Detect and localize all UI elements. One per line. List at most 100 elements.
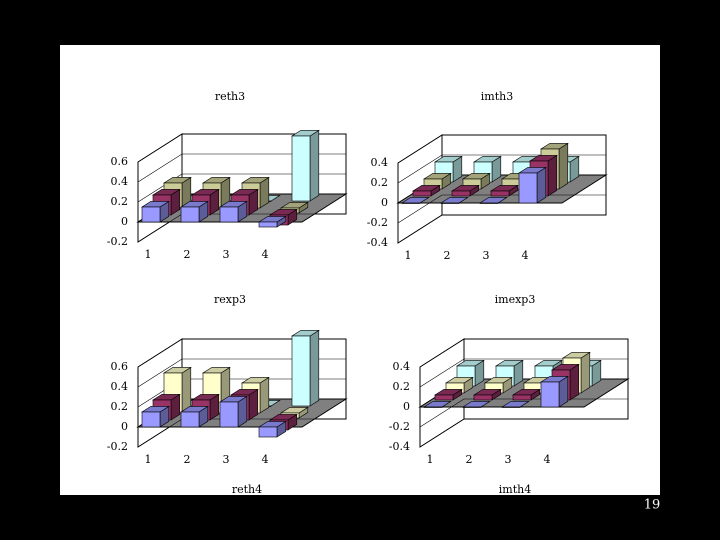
grid-line — [137, 358, 346, 388]
bar-side — [569, 363, 580, 401]
bar-front — [141, 206, 161, 223]
bar-front — [180, 206, 200, 223]
bar — [422, 172, 452, 190]
x-tick-label: 4 — [522, 249, 529, 262]
bar-side — [259, 376, 270, 414]
y-tick-label: 0.2 — [393, 380, 411, 393]
y-tick-label: 0 — [403, 400, 410, 413]
page-number: 19 — [644, 498, 661, 513]
y-tick-label: 0.4 — [393, 360, 411, 373]
x-tick-label: 3 — [483, 249, 490, 262]
y-tick-label: 0 — [121, 420, 128, 433]
y-tick-label: -0.2 — [107, 235, 128, 248]
bar — [511, 388, 541, 401]
grid-line — [397, 214, 606, 244]
grid-line — [137, 133, 346, 163]
bar-front — [540, 381, 560, 408]
bar — [422, 401, 452, 408]
x-tick-label: 1 — [427, 453, 434, 466]
bar — [257, 420, 287, 438]
bar-front — [462, 406, 482, 408]
bar-side — [547, 154, 558, 197]
bar-front — [518, 172, 538, 204]
x-tick-label: 4 — [262, 453, 269, 466]
x-tick-label: 2 — [444, 249, 451, 262]
y-tick-label: 0.6 — [111, 360, 129, 373]
y-tick-label: 0.2 — [111, 400, 129, 413]
bar-side — [558, 142, 569, 190]
bar — [539, 375, 569, 408]
bar-side — [181, 366, 192, 414]
bar-side — [536, 166, 547, 204]
bar-side — [580, 351, 591, 394]
bar-front — [423, 406, 443, 408]
x-tick-label: 2 — [184, 248, 191, 261]
bar-front — [490, 190, 510, 197]
bar-front — [434, 394, 454, 401]
bar — [472, 388, 502, 401]
x-tick-label: 3 — [223, 248, 230, 261]
cut-label: reth4 — [232, 483, 262, 496]
bar — [483, 376, 513, 394]
bar-front — [512, 394, 532, 401]
bar-front — [473, 394, 493, 401]
y-tick-label: -0.4 — [389, 440, 410, 453]
bar-side — [309, 129, 320, 202]
bar-front — [451, 190, 471, 197]
bar-front — [440, 202, 460, 204]
bar-front — [291, 335, 311, 407]
bar — [444, 376, 474, 394]
bar — [290, 129, 320, 202]
chart-title: reth3 — [215, 90, 245, 103]
bar-front — [501, 406, 521, 408]
chart-title: imexp3 — [495, 293, 536, 306]
chart-title: rexp3 — [214, 293, 246, 306]
grid-line — [419, 338, 628, 368]
bar — [433, 388, 463, 401]
bar-front — [401, 202, 421, 204]
y-tick-label: 0.4 — [371, 156, 389, 169]
chart-title: imth3 — [481, 90, 513, 103]
bar — [179, 200, 209, 223]
bar-front — [258, 426, 278, 438]
x-tick-label: 3 — [223, 453, 230, 466]
grid-line — [419, 398, 628, 428]
bar-front — [412, 190, 432, 197]
grid-line — [137, 153, 346, 183]
bar-front — [219, 206, 239, 223]
y-tick-label: 0.4 — [111, 380, 129, 393]
y-tick-label: 0.4 — [111, 175, 129, 188]
x-tick-label: 4 — [262, 248, 269, 261]
x-tick-label: 4 — [544, 453, 551, 466]
x-tick-label: 1 — [405, 249, 412, 262]
bar — [140, 200, 170, 223]
bar-front — [141, 411, 161, 428]
bar-front — [258, 221, 278, 228]
bar — [411, 184, 441, 197]
bar — [461, 401, 491, 408]
y-tick-label: -0.2 — [107, 440, 128, 453]
x-tick-label: 2 — [466, 453, 473, 466]
grid-line — [137, 173, 346, 203]
bar — [450, 184, 480, 197]
grid-line — [397, 134, 606, 164]
bar — [500, 401, 530, 408]
bar — [218, 395, 248, 428]
bar-front — [180, 411, 200, 428]
grid-line — [137, 338, 346, 368]
y-tick-label: 0.6 — [111, 155, 129, 168]
y-tick-label: -0.2 — [389, 420, 410, 433]
cut-label: imth4 — [499, 483, 531, 496]
bar — [179, 405, 209, 428]
y-tick-label: 0 — [381, 196, 388, 209]
bar — [461, 172, 491, 190]
bar-front — [479, 202, 499, 204]
y-tick-label: -0.2 — [367, 216, 388, 229]
grid-line — [397, 194, 606, 224]
bar — [400, 197, 430, 204]
grid-line — [419, 418, 628, 448]
y-tick-label: 0.2 — [371, 176, 389, 189]
bar — [257, 215, 287, 228]
bar — [517, 166, 547, 204]
